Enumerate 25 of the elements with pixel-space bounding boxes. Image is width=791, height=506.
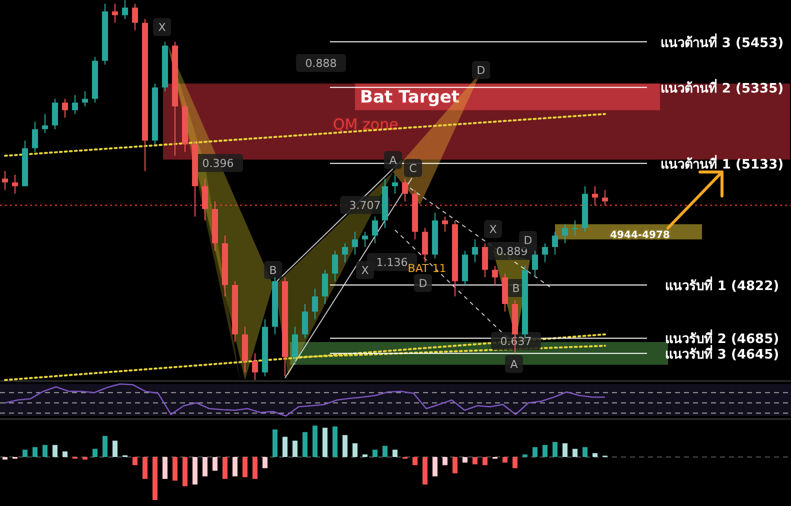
annotation: B (269, 264, 277, 277)
ref-line-label: แนวรับที่ 3 (4645) (664, 347, 780, 362)
annotation: 0.396 (202, 157, 234, 170)
annotation: A (510, 358, 518, 371)
annotation: 0.888 (305, 57, 337, 70)
ref-line-label: แนวรับที่ 1 (4822) (664, 276, 780, 294)
annotation: X (361, 264, 370, 277)
ref-line-label: แนวต้านที่ 1 (5133) (660, 154, 784, 172)
ref-line-label: แนวต้านที่ 2 (5335) (660, 78, 784, 96)
annotation: BAT 11 (408, 262, 446, 275)
annotation: X (489, 223, 498, 236)
band-label: 4944-4978 (610, 230, 670, 242)
annotation: X (158, 21, 166, 34)
annotation: 0.889 (496, 245, 528, 258)
ref-line-label: แนวต้านที่ 3 (5453) (660, 32, 784, 51)
annotation: 1.136 (376, 256, 408, 269)
band-label: Bat Target (360, 88, 460, 108)
annotation: D (476, 64, 486, 77)
annotation: C (409, 162, 418, 175)
annotation: 3.707 (349, 199, 381, 212)
band-label: QM zone (333, 116, 398, 134)
annotation: A (389, 154, 398, 167)
annotation: D (418, 277, 428, 290)
annotation: D (524, 234, 532, 247)
annotation: B (512, 282, 520, 295)
